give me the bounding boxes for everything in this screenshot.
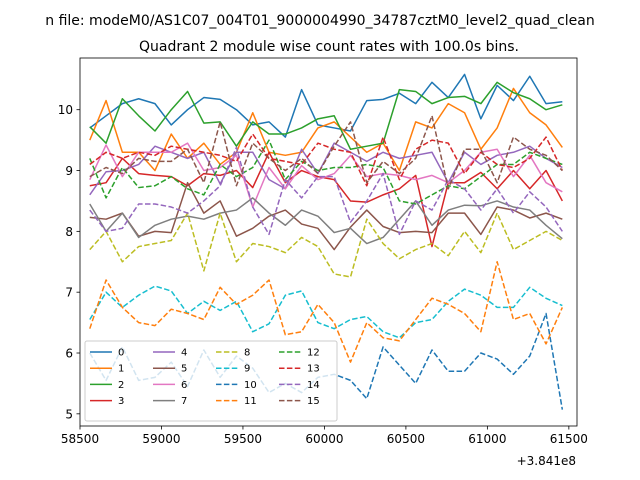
legend-label-8: 8 [244,348,250,359]
series-line-7 [89,197,563,245]
x-offset-text: +3.841e8 [517,454,576,468]
series-line-1 [89,87,563,172]
y-axis: 5 6 7 8 9 10 [58,103,80,421]
legend-label-0: 0 [118,348,124,359]
legend-label-1: 1 [118,364,124,375]
x-tick-label: 60000 [305,432,343,446]
x-tick-label: 59500 [224,432,262,446]
y-tick-label: 5 [65,407,73,421]
legend-label-12: 12 [307,348,320,359]
legend-label-11: 11 [244,396,257,407]
figure-suptitle: n file: modeM0/AS1C07_004T01_9000004990_… [45,13,594,29]
series-line-12 [89,139,563,205]
x-tick-label: 58500 [61,432,99,446]
x-axis: 58500 59000 59500 60000 60500 61000 61500 [61,426,588,446]
series-line-6 [89,142,563,208]
legend-label-5: 5 [181,364,187,375]
y-tick-label: 7 [65,286,73,300]
legend-box [84,340,338,422]
y-tick-label: 9 [65,164,73,178]
legend-label-10: 10 [244,380,257,391]
legend-label-9: 9 [244,364,250,375]
series-line-8 [89,212,563,278]
series-line-15 [89,115,563,190]
series-line-9 [89,285,563,339]
legend-label-13: 13 [307,364,320,375]
x-tick-label: 61500 [550,432,588,446]
legend-label-4: 4 [181,348,187,359]
series-line-4 [89,142,563,196]
legend-label-6: 6 [181,380,187,391]
chart-title: Quadrant 2 module wise count rates with … [139,39,519,55]
legend-label-2: 2 [118,380,124,391]
series-line-0 [89,73,563,138]
x-tick-label: 60500 [387,432,425,446]
series-line-5 [89,181,563,251]
series-line-11 [89,261,564,363]
series-line-14 [89,146,563,236]
y-tick-label: 8 [65,225,73,239]
x-tick-label: 61000 [468,432,506,446]
x-tick-label: 59000 [142,432,180,446]
legend-label-7: 7 [181,396,187,407]
axes-frame [79,57,578,427]
legend-label-14: 14 [307,380,320,391]
legend-label-3: 3 [118,396,124,407]
y-tick-label: 6 [65,347,73,361]
legend-label-15: 15 [307,396,320,407]
series-line-2 [89,81,563,150]
y-tick-label: 10 [58,103,73,117]
